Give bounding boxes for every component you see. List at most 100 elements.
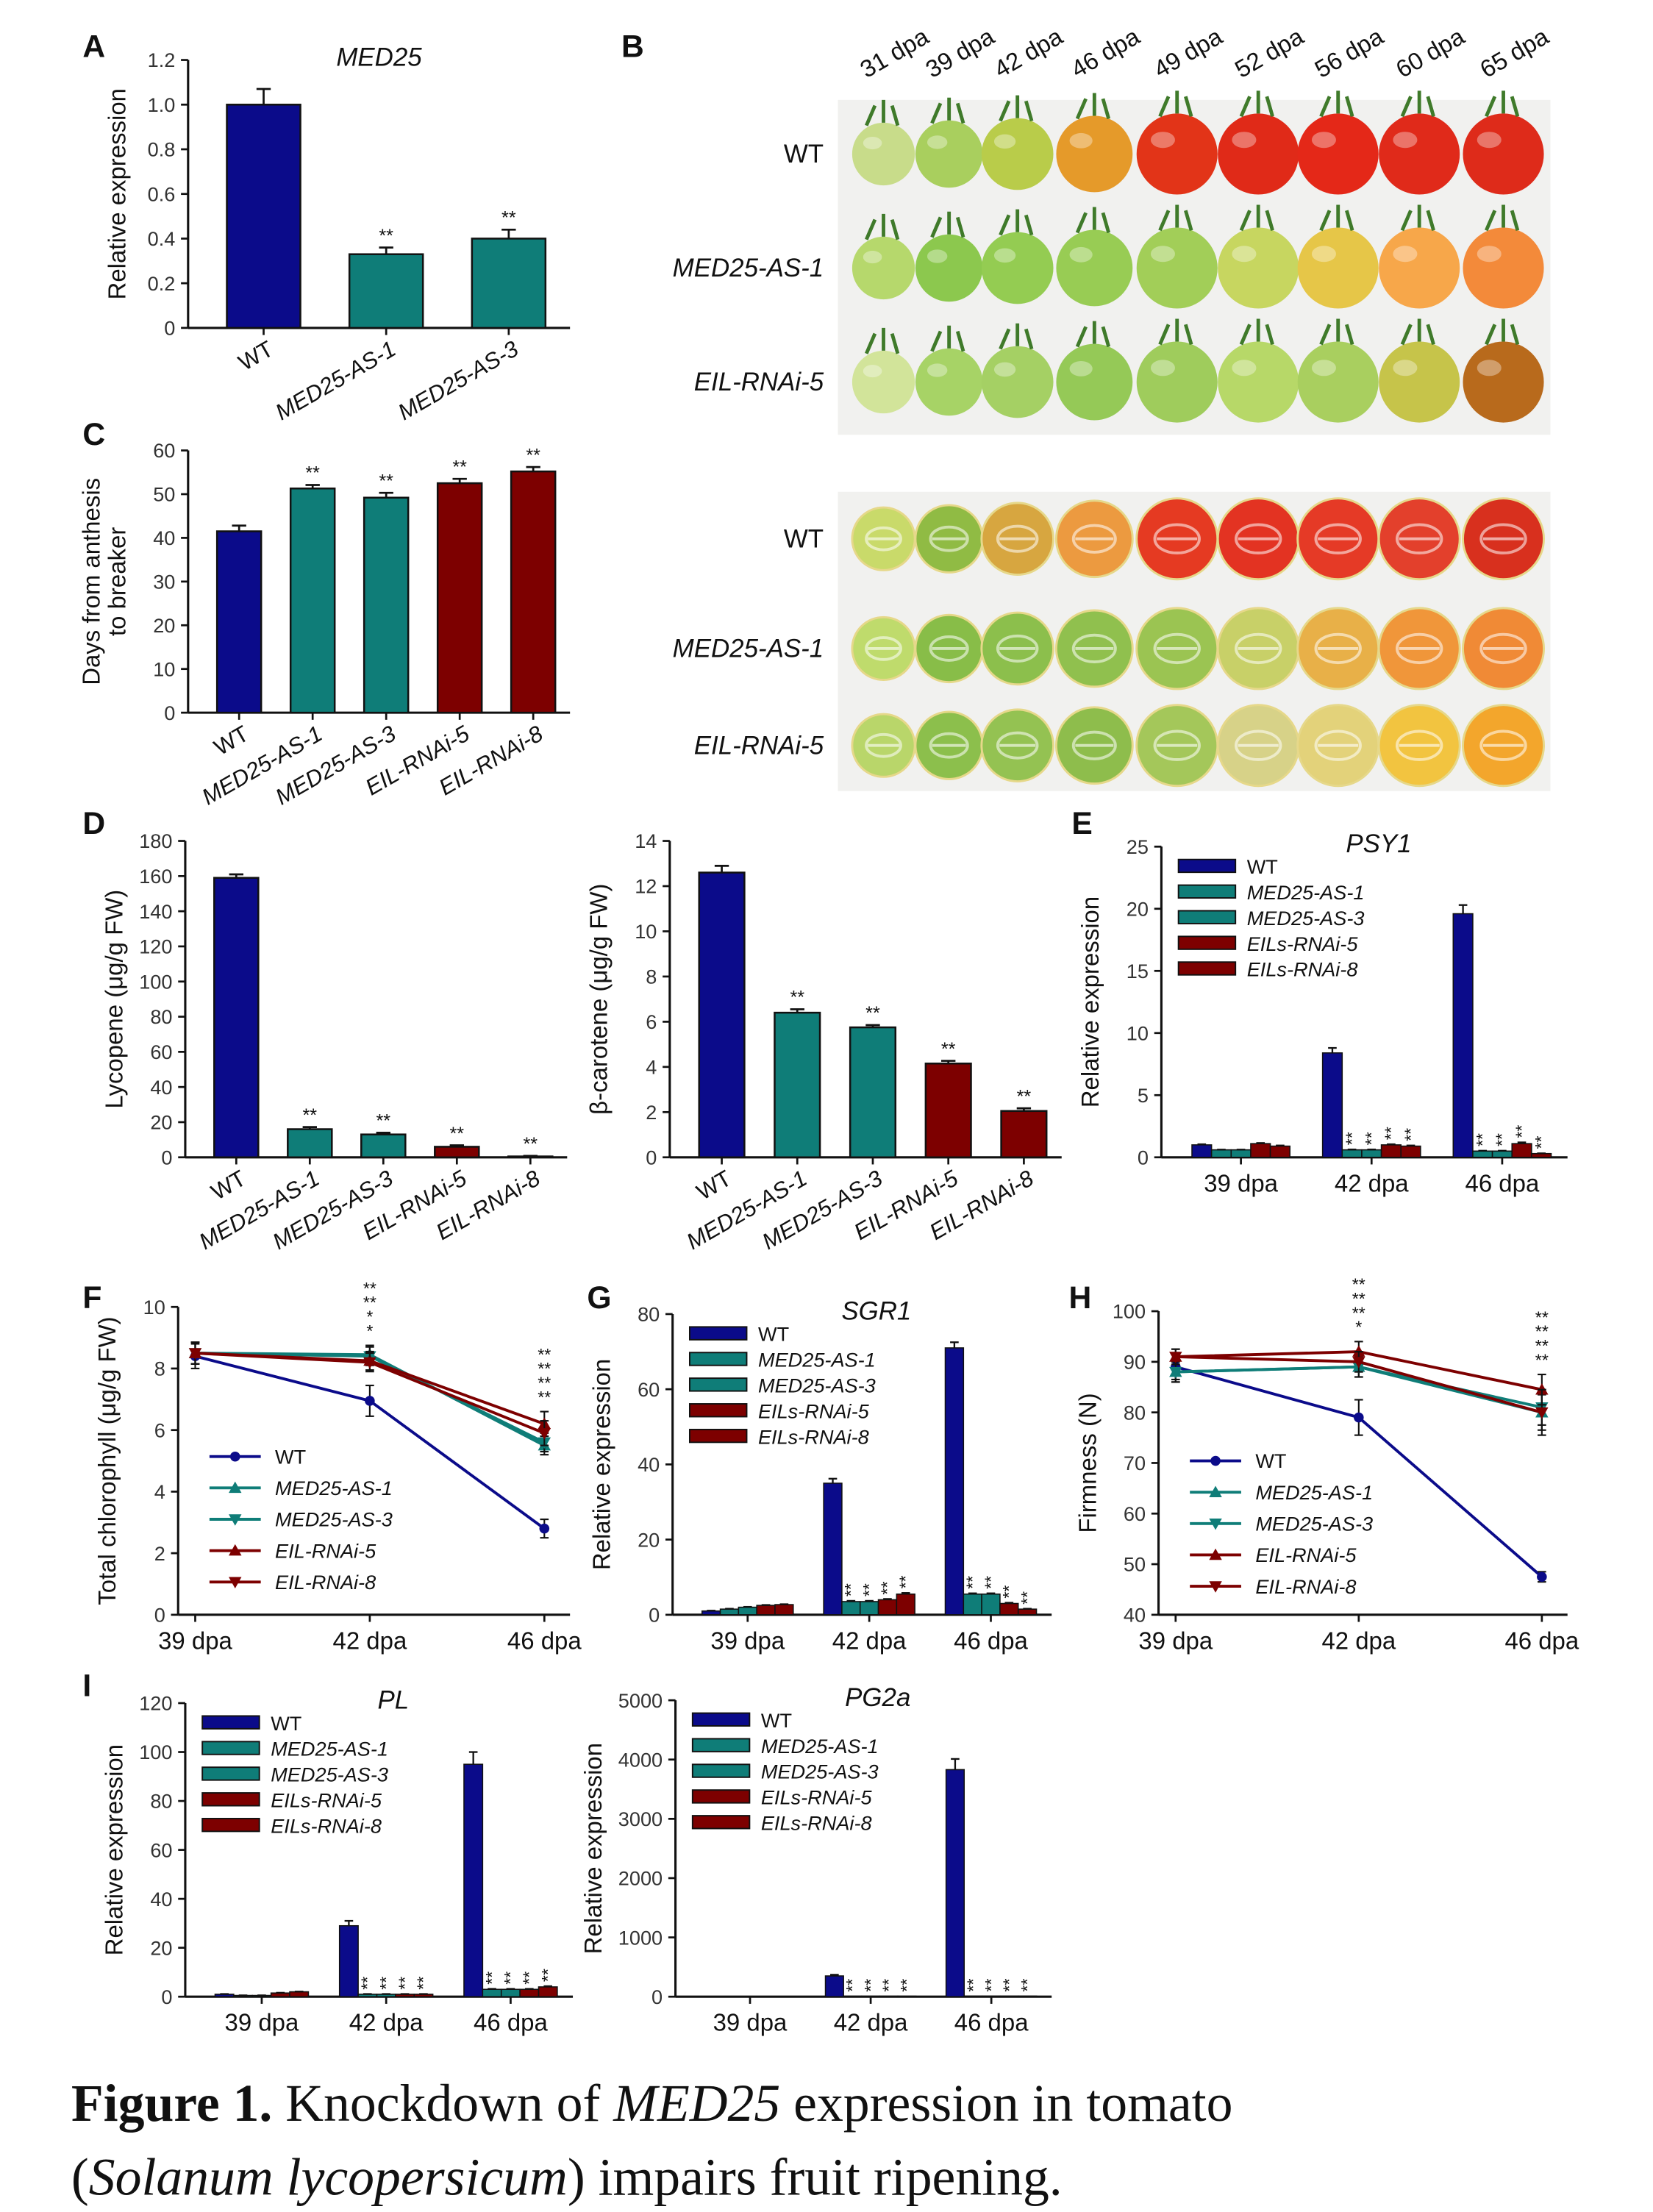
bar	[1250, 1143, 1271, 1158]
bar	[363, 496, 410, 714]
fruit-locule	[1071, 524, 1117, 554]
fruit-stem	[999, 209, 1034, 236]
fruit-stem	[1075, 93, 1111, 120]
legend-swatch	[1177, 961, 1237, 976]
significance-label: **	[538, 1359, 551, 1378]
significance-label: **	[1535, 1350, 1549, 1369]
bar	[1017, 1608, 1038, 1616]
marker-triangle-down	[1209, 1519, 1222, 1530]
bar	[287, 1128, 333, 1159]
fruit-locule	[996, 524, 1039, 553]
legend-swatch	[688, 1326, 748, 1341]
legend-label: MED25-AS-1	[1247, 881, 1365, 904]
legend-swatch	[201, 1715, 260, 1730]
significance-label: **	[860, 1583, 879, 1596]
whole-fruit	[1218, 341, 1299, 423]
fruit-locule	[929, 732, 969, 759]
fruit-locule	[1395, 729, 1443, 761]
bar	[1472, 1150, 1493, 1158]
dpa-label: 42 dpa	[989, 22, 1067, 83]
y-tick-label: 0	[164, 702, 175, 724]
significance-label: **	[520, 1972, 539, 1985]
bar	[1321, 1052, 1343, 1158]
y-tick-label: 100	[139, 970, 172, 993]
y-tick-label: 14	[635, 830, 657, 852]
legend-label: MED25-AS-1	[271, 1738, 388, 1760]
x-tick-label: 39 dpa	[158, 1627, 232, 1654]
fruit-locule	[929, 525, 969, 552]
panel-letter-a: A	[82, 29, 105, 65]
legend-swatch	[201, 1817, 260, 1833]
legend-label: MED25-AS-3	[271, 1763, 388, 1786]
significance-label: **	[963, 1978, 982, 1991]
caption-label: Figure 1.	[71, 2074, 272, 2133]
fruit-highlight	[993, 362, 1016, 377]
y-axis-label: Days from anthesis	[78, 478, 105, 685]
y-tick-label: 40	[150, 1888, 172, 1910]
x-tick-label: 42 dpa	[349, 2009, 424, 2036]
bar	[215, 530, 263, 714]
fruit-locule	[865, 636, 902, 661]
significance-label: **	[1352, 1303, 1365, 1322]
whole-fruit	[1463, 113, 1544, 195]
y-tick-label: 12	[635, 875, 657, 898]
fruit-stem	[999, 323, 1034, 350]
y-tick-label: 70	[1124, 1452, 1146, 1474]
panel-letter-h: H	[1068, 1280, 1091, 1316]
y-tick-label: 0.6	[148, 182, 176, 205]
significance-label: **	[897, 1979, 916, 1992]
y-tick-label: 10	[635, 920, 657, 943]
panel-letter-g: G	[587, 1280, 611, 1316]
legend-label: MED25-AS-3	[1255, 1513, 1373, 1535]
y-tick-label: 3000	[618, 1808, 663, 1830]
marker-triangle-down	[1209, 1581, 1222, 1593]
series-line	[188, 1341, 551, 1446]
bar	[944, 1347, 965, 1616]
bar	[999, 1995, 1019, 1997]
fruit-locule	[1479, 729, 1527, 761]
y-axis-label: Lycopene (μg/g FW)	[101, 890, 128, 1109]
whole-fruit	[1379, 341, 1460, 423]
bar	[436, 482, 483, 714]
marker-triangle-down	[363, 1357, 376, 1369]
series-line	[1171, 1353, 1547, 1583]
y-tick-label: 90	[1124, 1351, 1146, 1374]
significance-label: **	[363, 1293, 376, 1312]
x-tick-label: 42 dpa	[834, 2009, 908, 2036]
significance-label: **	[1532, 1135, 1551, 1149]
significance-label: **	[1512, 1125, 1531, 1138]
legend-label: EILs-RNAi-5	[271, 1788, 382, 1811]
row-label: MED25-AS-1	[673, 635, 824, 663]
fruit-highlight	[1393, 246, 1418, 263]
y-tick-label: 15	[1127, 960, 1149, 982]
y-tick-label: 0	[161, 1146, 172, 1169]
fruit-highlight	[863, 365, 882, 378]
significance-label: **	[526, 445, 540, 465]
x-tick-label: 46 dpa	[954, 1627, 1028, 1654]
y-tick-label: 8	[646, 966, 657, 988]
marker-triangle-down	[538, 1428, 551, 1440]
legend-swatch	[688, 1428, 748, 1444]
x-tick-label: WT	[692, 1165, 735, 1205]
dpa-label: 56 dpa	[1310, 22, 1388, 83]
fruit-stem	[1400, 90, 1435, 118]
chart-f: 0 2 4 6 8 10 Total chlorophyll (μg/g FW) 39 dpa…	[93, 1279, 582, 1655]
marker-triangle-down	[188, 1348, 202, 1360]
y-tick-label: 5	[1138, 1084, 1149, 1107]
marker-circle	[1537, 1571, 1547, 1583]
fruit-stem	[1158, 318, 1193, 346]
legend-label: WT	[1247, 855, 1278, 878]
y-tick-label: 2000	[618, 1867, 663, 1890]
y-axis-label: Relative expression	[101, 1744, 128, 1955]
legend-swatch	[1177, 884, 1237, 899]
bar	[1230, 1149, 1252, 1158]
y-tick-label: 100	[1113, 1300, 1146, 1323]
significance-label: **	[538, 1969, 557, 1982]
bar	[226, 104, 301, 329]
row-label: WT	[784, 524, 824, 553]
panel-letter-f: F	[82, 1280, 101, 1316]
fruit-stem	[1075, 207, 1111, 234]
x-tick-label: 46 dpa	[507, 1627, 582, 1654]
significance-label: **	[538, 1374, 551, 1393]
fruit-highlight	[1232, 246, 1257, 263]
